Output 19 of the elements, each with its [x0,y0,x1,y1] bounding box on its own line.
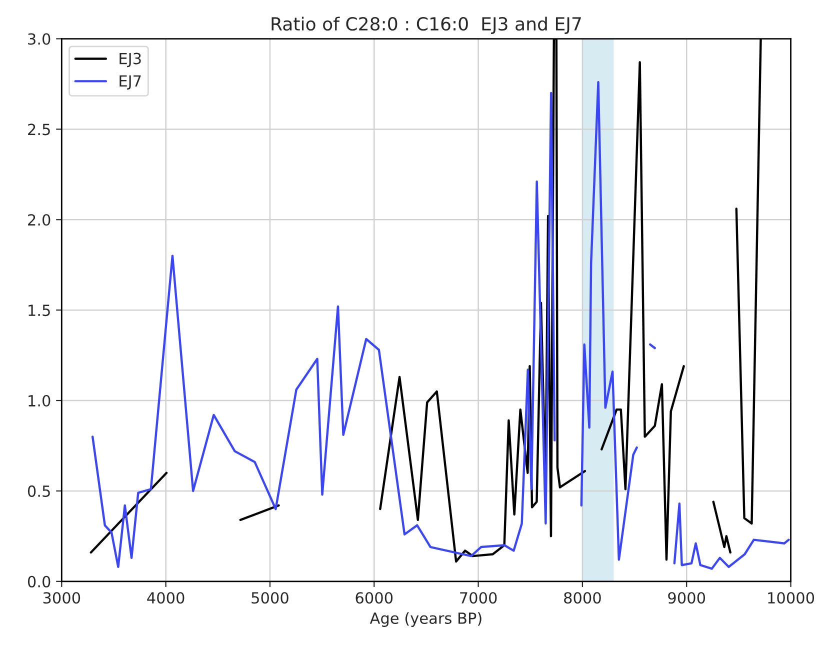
y-tick-label: 0.0 [28,576,50,588]
x-tick-label: 5000 [252,592,288,604]
y-tick-label: 1.5 [28,304,50,316]
y-tick-label: 2.0 [28,214,50,226]
x-tick-label: 8000 [564,592,601,604]
x-tick-label: 4000 [147,592,184,604]
x-tick-label: 6000 [356,592,393,604]
x-tick-label: 9000 [668,592,706,604]
y-tick-label: 1.0 [28,394,50,407]
x-tick-label: 10000 [768,592,814,604]
legend-label: EJ7 [120,75,141,90]
x-axis-title: Age (years BP) [370,612,482,627]
x-tick-label: 7000 [460,592,497,604]
y-tick-label: 2.5 [28,124,50,136]
y-tick-label: 0.5 [28,485,50,497]
chart-title: Ratio of C28:0 : C16:0 EJ3 and EJ7 [272,16,581,34]
y-tick-label: 3.0 [28,33,50,45]
legend-label: EJ3 [120,52,141,68]
x-tick-label: 3000 [43,592,80,604]
